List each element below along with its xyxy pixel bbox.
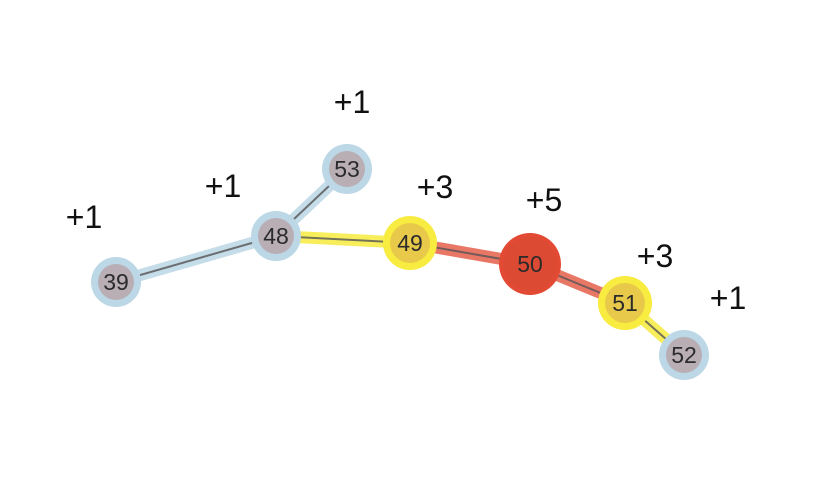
node-50: 50 [499, 233, 561, 295]
node-label: 49 [397, 230, 423, 256]
score-label-52: +1 [710, 280, 746, 316]
node-39: 39 [91, 257, 141, 307]
score-label-50: +5 [526, 182, 562, 218]
node-core [390, 223, 430, 263]
node-51: 51 [598, 276, 652, 330]
node-label: 53 [334, 156, 360, 182]
node-core [98, 264, 134, 300]
nodes-layer: 39 48 53 49 50 51 52 [91, 144, 709, 380]
node-53: 53 [322, 144, 372, 194]
score-label-49: +3 [417, 169, 453, 205]
node-label: 50 [517, 251, 543, 277]
score-label-48: +1 [205, 168, 241, 204]
edge-line [115, 235, 277, 283]
score-label-53: +1 [334, 84, 370, 120]
node-label: 39 [103, 269, 129, 295]
node-core [503, 237, 557, 291]
edge-39-48 [110, 230, 282, 288]
node-49: 49 [383, 216, 437, 270]
score-label-51: +3 [637, 238, 673, 274]
node-core [666, 337, 702, 373]
node-label: 51 [612, 290, 638, 316]
node-core [605, 283, 645, 323]
node-52: 52 [659, 330, 709, 380]
score-label-39: +1 [66, 199, 102, 235]
node-core [258, 218, 294, 254]
scores-layer: +1 +1 +1 +3 +5 +3 +1 [66, 84, 746, 316]
node-core [329, 151, 365, 187]
node-label: 48 [263, 223, 289, 249]
node-48: 48 [251, 211, 301, 261]
node-label: 52 [671, 342, 697, 368]
